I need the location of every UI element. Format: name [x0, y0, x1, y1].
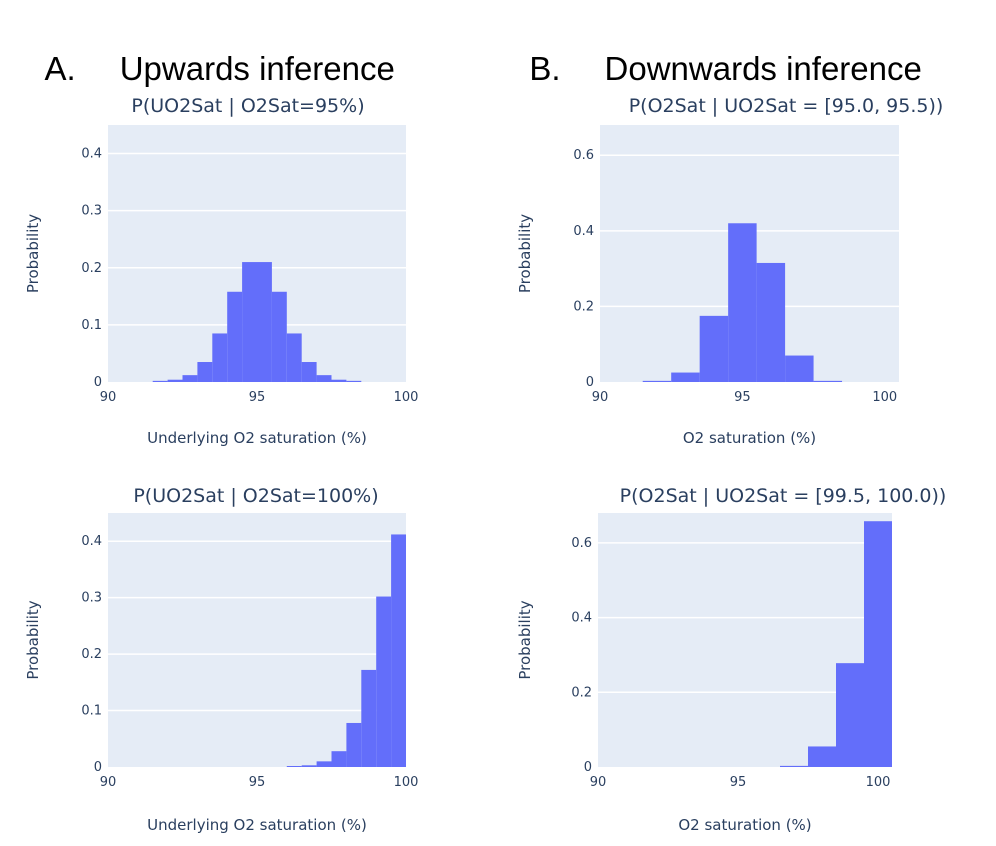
y-tick-label: 0.1 — [81, 704, 102, 719]
bar — [331, 379, 347, 382]
bar — [864, 521, 892, 767]
section-a-text: Upwards inference — [119, 50, 395, 87]
y-tick-label: 0 — [584, 760, 592, 775]
x-tick-label: 95 — [249, 390, 266, 405]
bar — [212, 333, 228, 382]
y-tick-label: 0.2 — [81, 261, 102, 276]
bar — [780, 765, 808, 767]
bar — [227, 291, 243, 382]
y-tick-label: 0.1 — [81, 318, 102, 333]
x-axis-label: Underlying O2 saturation (%) — [147, 429, 367, 447]
bar — [642, 380, 672, 382]
y-tick-label: 0 — [94, 760, 102, 775]
bar — [346, 722, 362, 767]
bar — [197, 362, 213, 382]
y-tick-label: 0 — [94, 375, 102, 390]
y-tick-label: 0.2 — [573, 299, 594, 314]
chart-title: P(UO2Sat | O2Sat=100%) — [133, 485, 378, 507]
y-tick-label: 0.4 — [571, 611, 592, 626]
chart-2: P(O2Sat | UO2Sat = [95.0, 95.5)) 0 0.2 0.4 0… — [516, 95, 943, 447]
bar — [271, 291, 287, 382]
chart-title: P(O2Sat | UO2Sat = [99.5, 100.0)) — [620, 485, 947, 507]
chart-4: P(O2Sat | UO2Sat = [99.5, 100.0)) 0 0.2 0.4… — [516, 485, 946, 834]
bar — [671, 372, 700, 382]
bar — [785, 355, 814, 382]
bar — [808, 746, 836, 767]
y-tick-label: 0.2 — [81, 647, 102, 662]
x-axis-label: O2 saturation (%) — [683, 429, 816, 447]
bar — [182, 375, 198, 382]
bar — [167, 379, 183, 382]
section-b-letter: B. — [529, 50, 561, 87]
bar — [257, 262, 272, 382]
x-axis-label: Underlying O2 saturation (%) — [147, 816, 367, 834]
y-axis-label: Probability — [24, 600, 42, 679]
y-axis-label: Probability — [516, 600, 534, 679]
bar — [286, 766, 302, 767]
y-tick-label: 0.3 — [81, 204, 102, 219]
chart-3: P(UO2Sat | O2Sat=100%) 0 0.1 0.2 0.3 0.4 90 95 1… — [24, 485, 418, 834]
bar — [699, 315, 729, 382]
section-b-text: Downwards inference — [604, 50, 922, 87]
bar — [376, 596, 392, 767]
chart-1: P(UO2Sat | O2Sat=95%) 0 0.1 0.2 0.3 0.4 90 95 10… — [24, 95, 418, 447]
bar — [391, 534, 406, 767]
bar — [813, 380, 843, 382]
bar — [152, 380, 168, 382]
y-tick-label: 0.6 — [573, 148, 594, 163]
y-tick-label: 0.6 — [571, 536, 592, 551]
y-tick-label: 0.2 — [571, 685, 592, 700]
section-a-letter: A. — [44, 50, 76, 87]
section-a-title: A. Upwards inference — [28, 12, 395, 88]
bar — [331, 751, 347, 767]
chart-title: P(O2Sat | UO2Sat = [95.0, 95.5)) — [629, 95, 944, 117]
y-axis-label: Probability — [24, 214, 42, 293]
bar — [301, 765, 317, 767]
y-tick-label: 0 — [586, 375, 594, 390]
y-tick-label: 0.4 — [81, 534, 102, 549]
bar — [242, 262, 257, 382]
bar — [361, 669, 377, 767]
x-tick-label: 100 — [394, 390, 419, 405]
x-tick-label: 90 — [100, 775, 117, 790]
bar — [301, 362, 317, 382]
x-tick-label: 95 — [734, 390, 751, 405]
bar — [756, 262, 786, 382]
bar — [286, 333, 302, 382]
bar — [316, 375, 332, 382]
x-tick-label: 90 — [590, 775, 607, 790]
x-tick-label: 90 — [100, 390, 117, 405]
y-axis-label: Probability — [516, 214, 534, 293]
chart-title: P(UO2Sat | O2Sat=95%) — [131, 95, 364, 117]
y-tick-label: 0.3 — [81, 591, 102, 606]
bar — [728, 223, 757, 382]
x-tick-label: 90 — [592, 390, 609, 405]
section-b-title: B. Downwards inference — [511, 12, 922, 88]
x-axis-label: O2 saturation (%) — [678, 816, 811, 834]
y-tick-label: 0.4 — [81, 147, 102, 162]
x-tick-label: 100 — [866, 775, 891, 790]
bar — [836, 663, 864, 767]
x-tick-label: 95 — [730, 775, 747, 790]
bar — [316, 761, 332, 767]
x-tick-label: 95 — [249, 775, 266, 790]
bar — [346, 380, 362, 382]
y-tick-label: 0.4 — [573, 224, 594, 239]
x-tick-label: 100 — [872, 390, 897, 405]
x-tick-label: 100 — [394, 775, 419, 790]
